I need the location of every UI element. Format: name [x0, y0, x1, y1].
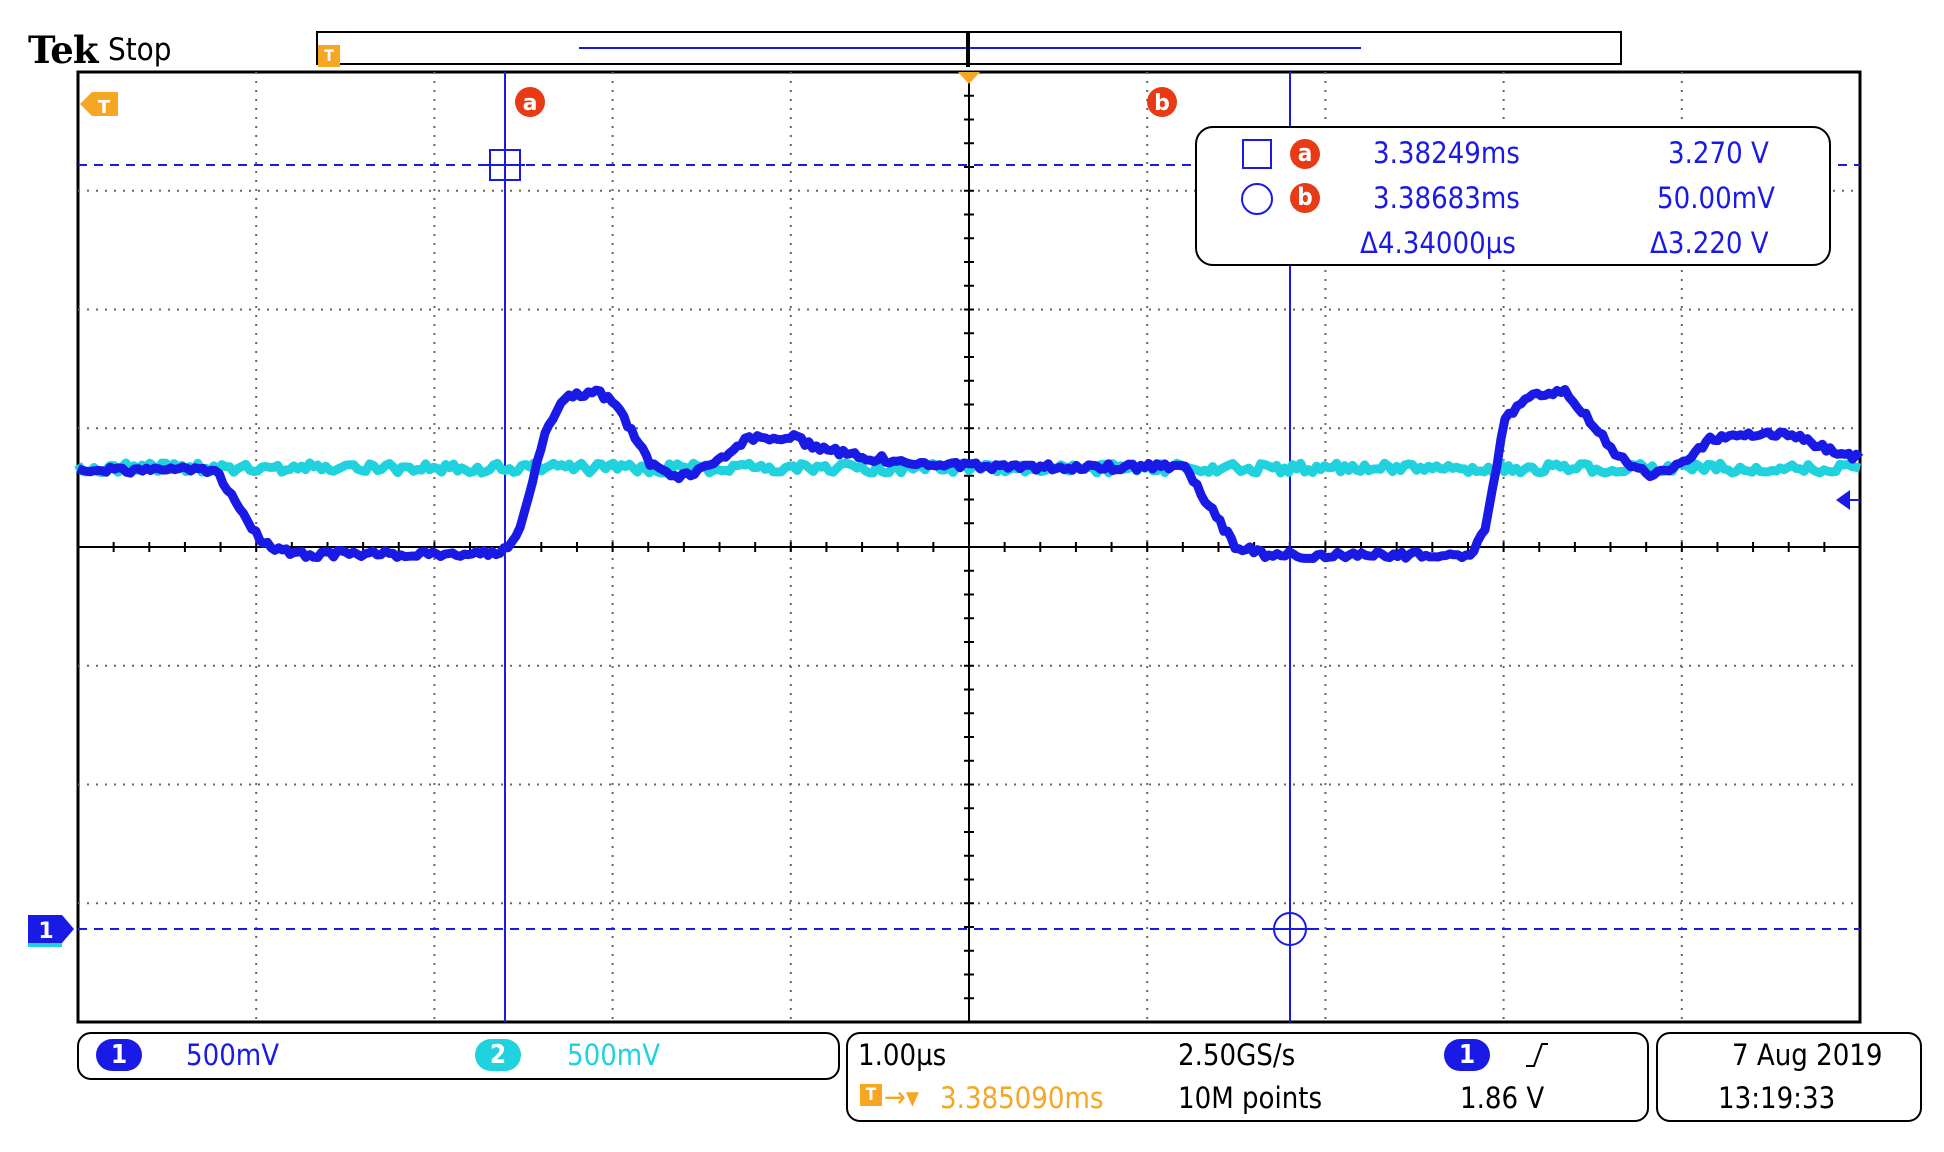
square-icon — [1242, 139, 1272, 169]
trigger-position-marker — [958, 72, 980, 84]
trigger-source-badge[interactable]: 1 — [1444, 1039, 1490, 1071]
time: 13:19:33 — [1718, 1081, 1835, 1115]
ch2-badge[interactable]: 2 — [475, 1039, 521, 1071]
trigger-position[interactable]: 3.385090ms — [940, 1081, 1103, 1115]
cursor-a-badge-label: a — [523, 91, 538, 116]
ch1-badge[interactable]: 1 — [96, 1039, 142, 1071]
rising-edge-icon — [1522, 1040, 1550, 1070]
cursor-b-value: 50.00mV — [1657, 181, 1775, 215]
ch1-scale[interactable]: 500mV — [186, 1038, 279, 1072]
svg-text:1: 1 — [38, 919, 53, 944]
sample-rate: 2.50GS/s — [1178, 1038, 1295, 1072]
trigger-level-arrow — [1836, 490, 1850, 510]
cursor-a-value: 3.270 V — [1668, 136, 1769, 170]
cursor-b-badge-label: b — [1154, 91, 1170, 116]
cursor-delta-value: Δ3.220 V — [1650, 226, 1769, 260]
cursor-delta-time: Δ4.34000µs — [1360, 226, 1516, 260]
svg-text:T: T — [98, 97, 111, 118]
trigger-arrow-icon: →▾ — [884, 1080, 919, 1114]
date: 7 Aug 2019 — [1732, 1038, 1883, 1072]
circle-icon — [1241, 183, 1273, 215]
cursor-a-time: 3.38249ms — [1373, 136, 1520, 170]
record-length: 10M points — [1178, 1081, 1322, 1115]
cursor-b-icon: b — [1290, 183, 1320, 213]
trigger-t-icon: T — [860, 1084, 882, 1106]
cursor-a-icon: a — [1290, 139, 1320, 169]
time-per-div[interactable]: 1.00µs — [858, 1038, 946, 1072]
cursor-b-time: 3.38683ms — [1373, 181, 1520, 215]
trigger-level[interactable]: 1.86 V — [1460, 1081, 1544, 1115]
ch2-scale[interactable]: 500mV — [567, 1038, 660, 1072]
